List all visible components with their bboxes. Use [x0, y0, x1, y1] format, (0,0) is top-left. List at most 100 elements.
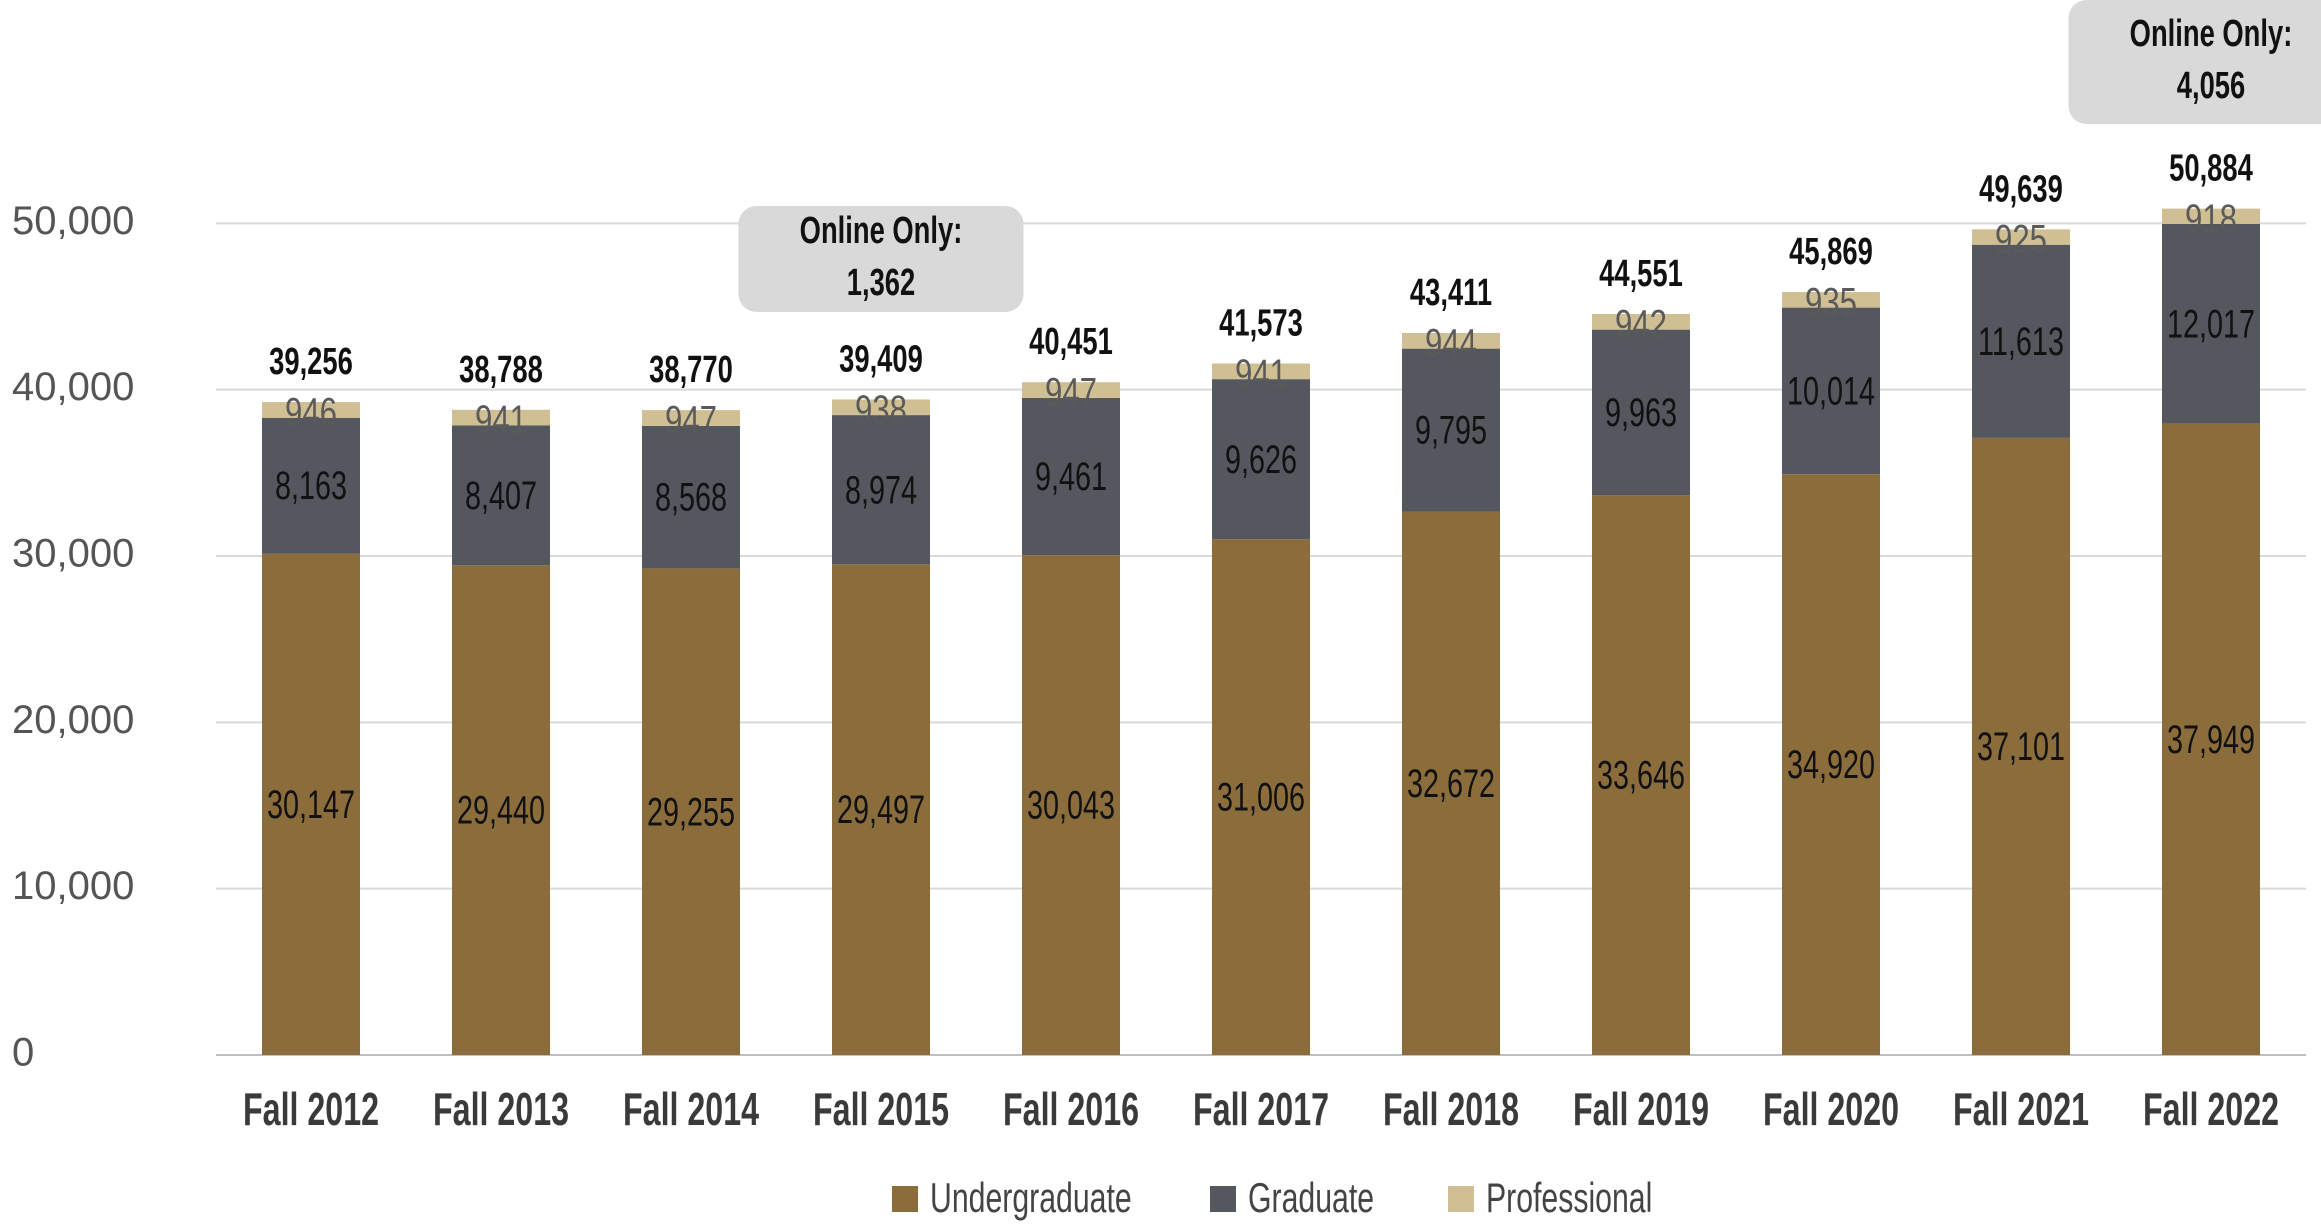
bar-segment: [1022, 555, 1120, 1055]
bar-segment: [1402, 348, 1500, 512]
data-label: 8,163: [275, 464, 347, 509]
bar-segment: [832, 564, 930, 1055]
annotation-text: Online Only:: [2130, 13, 2293, 55]
total-label: 39,409: [839, 338, 923, 380]
bar-segment: [1022, 382, 1120, 398]
data-label: 942: [1615, 302, 1667, 347]
data-label: 33,646: [1597, 753, 1685, 798]
y-tick-label: 0: [12, 1031, 34, 1075]
x-tick-label: Fall 2020: [1763, 1085, 1899, 1136]
x-tick-label: Fall 2013: [433, 1085, 569, 1136]
data-label: 11,613: [1978, 319, 2064, 364]
data-label: 34,920: [1787, 743, 1875, 788]
total-label: 41,573: [1219, 302, 1303, 344]
data-label: 946: [285, 390, 337, 435]
total-label: 39,256: [269, 341, 353, 383]
data-label: 8,568: [655, 475, 727, 520]
total-label: 49,639: [1979, 168, 2063, 210]
data-label: 947: [1045, 370, 1097, 415]
bar-segment: [642, 425, 740, 569]
data-label: 925: [1995, 217, 2047, 262]
data-label: 918: [2185, 196, 2237, 241]
x-tick-label: Fall 2017: [1193, 1085, 1329, 1136]
bar-segment: [642, 410, 740, 426]
bar-segment: [832, 415, 930, 565]
bar-segment: [1972, 229, 2070, 245]
annotation-text: Online Only:: [800, 210, 963, 252]
data-label: 944: [1425, 321, 1477, 366]
y-tick-label: 30,000: [12, 532, 134, 576]
bar-segment: [1972, 244, 2070, 438]
x-tick-label: Fall 2021: [1953, 1085, 2089, 1136]
bar-segment: [2162, 208, 2260, 224]
data-label: 31,006: [1217, 775, 1305, 820]
bar-segment: [1592, 495, 1690, 1055]
x-tick-label: Fall 2014: [623, 1085, 759, 1136]
y-tick-label: 50,000: [12, 199, 134, 243]
bar-segment: [1782, 474, 1880, 1055]
bar-segment: [452, 425, 550, 566]
data-label: 941: [475, 398, 527, 443]
bar-segment: [452, 409, 550, 426]
legend-swatch: [1210, 1186, 1236, 1212]
bar-segment: [1212, 363, 1310, 380]
bar-segment: [1972, 437, 2070, 1055]
data-label: 32,672: [1407, 761, 1495, 806]
data-label: 9,626: [1225, 437, 1297, 482]
bar-segment: [1022, 397, 1120, 556]
data-label: 8,974: [845, 468, 917, 513]
y-tick-label: 40,000: [12, 365, 134, 409]
total-label: 38,770: [649, 349, 733, 391]
legend-swatch: [892, 1186, 918, 1212]
data-label: 935: [1805, 280, 1857, 325]
data-label: 10,014: [1787, 369, 1875, 414]
total-label: 45,869: [1789, 231, 1873, 273]
legend-swatch: [1448, 1186, 1474, 1212]
x-tick-label: Fall 2022: [2143, 1085, 2279, 1136]
data-label: 29,440: [457, 788, 545, 833]
legend-label: Graduate: [1248, 1174, 1374, 1221]
data-label: 8,407: [465, 473, 537, 518]
data-label: 9,963: [1605, 390, 1677, 435]
bar-segment: [2162, 423, 2260, 1056]
y-tick-label: 20,000: [12, 698, 134, 742]
bar-segment: [1402, 511, 1500, 1055]
x-tick-label: Fall 2019: [1573, 1085, 1709, 1136]
total-label: 40,451: [1029, 321, 1113, 363]
annotation-box: [738, 206, 1024, 312]
bar-segment: [1782, 307, 1880, 475]
bar-segment: [642, 568, 740, 1055]
legend-label: Professional: [1486, 1174, 1652, 1221]
legend-label: Undergraduate: [930, 1174, 1132, 1221]
data-label: 947: [665, 398, 717, 443]
annotation-value: 4,056: [2177, 65, 2245, 107]
total-label: 38,788: [459, 349, 543, 391]
data-label: 37,949: [2167, 717, 2255, 762]
bar-segment: [1212, 539, 1310, 1055]
data-label: 29,497: [837, 788, 925, 833]
x-tick-label: Fall 2016: [1003, 1085, 1139, 1136]
data-label: 30,043: [1027, 783, 1115, 828]
data-label: 37,101: [1977, 724, 2065, 769]
data-label: 12,017: [2167, 302, 2255, 347]
bar-segment: [262, 402, 360, 418]
data-label: 9,795: [1415, 408, 1487, 453]
annotation-value: 1,362: [847, 262, 915, 304]
y-tick-label: 10,000: [12, 864, 134, 908]
x-tick-label: Fall 2018: [1383, 1085, 1519, 1136]
total-label: 50,884: [2169, 147, 2253, 189]
bar-segment: [1592, 313, 1690, 330]
bar-segment: [262, 553, 360, 1055]
bar-segment: [1402, 332, 1500, 349]
annotation-box: [2068, 0, 2321, 124]
bar-segment: [2162, 223, 2260, 424]
bar-segment: [262, 417, 360, 554]
total-label: 44,551: [1599, 253, 1683, 295]
data-label: 9,461: [1035, 455, 1107, 500]
bar-segment: [452, 565, 550, 1055]
x-tick-label: Fall 2012: [243, 1085, 379, 1136]
bar-segment: [1592, 329, 1690, 496]
bar-segment: [1782, 292, 1880, 308]
